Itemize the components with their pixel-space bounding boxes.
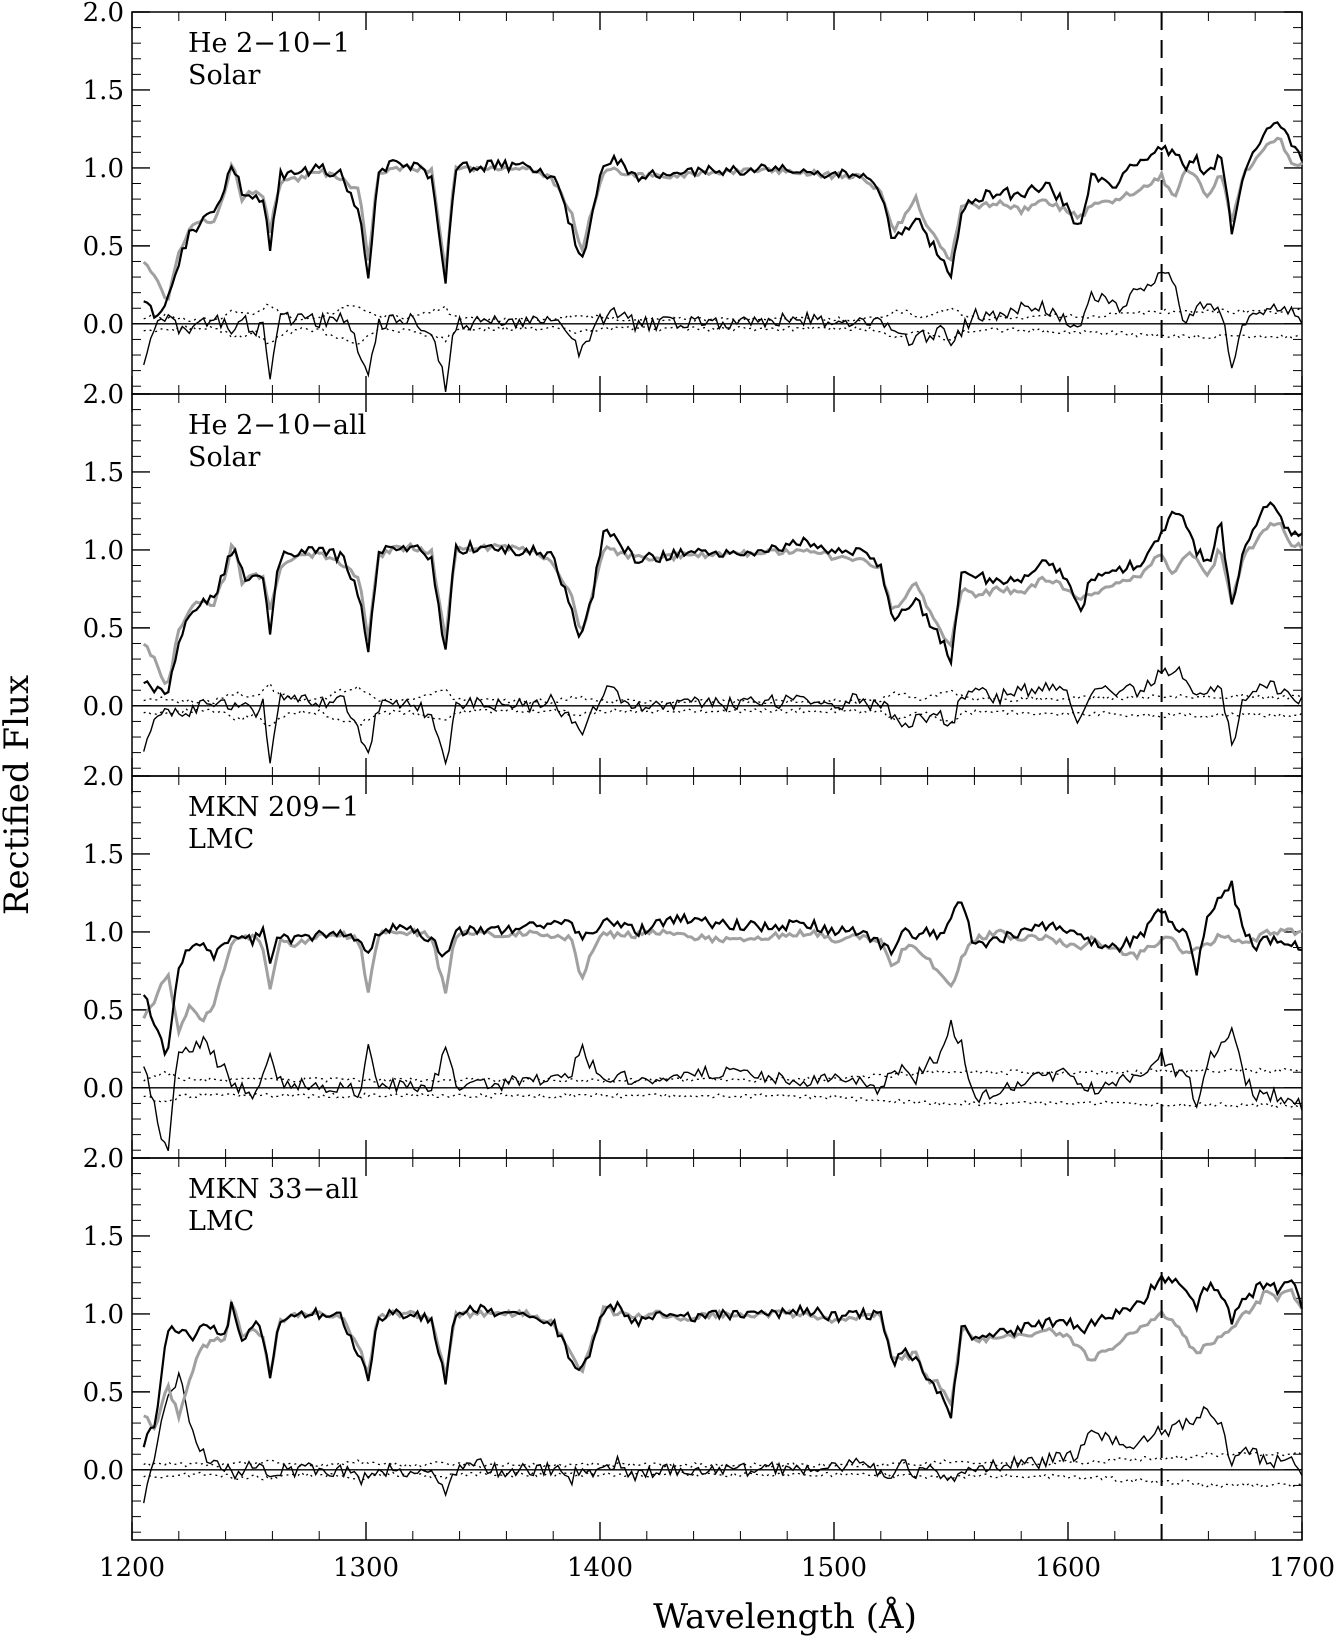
- residual-line: [143, 665, 1303, 767]
- panel-title: He 2−10−1: [188, 28, 350, 59]
- observed-spectrum-line: [142, 1273, 1304, 1448]
- panel-frame: [131, 1157, 1303, 1541]
- y-tick-label: 0.5: [83, 232, 124, 262]
- error-upper-line: [143, 1067, 1303, 1084]
- x-tick-label: 1200: [99, 1553, 165, 1583]
- y-tick-label: 0.0: [83, 692, 124, 722]
- y-tick-label: 2.0: [83, 762, 124, 792]
- error-lower-line: [143, 325, 1303, 345]
- y-tick-label: 1.5: [83, 458, 124, 488]
- model-spectrum-line: [142, 521, 1304, 686]
- y-tick-label: 0.5: [83, 614, 124, 644]
- panel-metallicity: LMC: [188, 1206, 254, 1237]
- x-tick-label: 1500: [801, 1553, 867, 1583]
- y-axis-title: Rectified Flux: [0, 675, 37, 915]
- residual-line: [143, 1019, 1303, 1152]
- residual-line: [143, 271, 1303, 392]
- y-tick-label: 0.5: [83, 1378, 124, 1408]
- error-upper-line: [143, 303, 1303, 323]
- y-tick-label: 0.5: [83, 996, 124, 1026]
- panel-title: MKN 33−all: [188, 1174, 358, 1205]
- error-upper-line: [143, 1451, 1303, 1469]
- error-lower-line: [143, 707, 1303, 727]
- y-tick-label: 0.0: [83, 1074, 124, 1104]
- error-lower-line: [143, 1471, 1303, 1489]
- observed-spectrum-line: [143, 121, 1304, 320]
- y-tick-label: 2.0: [83, 1144, 124, 1174]
- x-tick-label: 1700: [1269, 1553, 1335, 1583]
- model-spectrum-line: [142, 136, 1303, 301]
- y-tick-label: 2.0: [83, 380, 124, 410]
- x-tick-label: 1300: [333, 1553, 399, 1583]
- panel-metallicity: Solar: [188, 442, 260, 473]
- panel-metallicity: LMC: [188, 824, 254, 855]
- panel-title: MKN 209−1: [188, 792, 359, 823]
- panel-frame: [131, 775, 1303, 1159]
- y-tick-label: 1.0: [83, 154, 124, 184]
- y-tick-label: 0.0: [83, 310, 124, 340]
- error-upper-line: [143, 682, 1303, 705]
- panels-group: 0.00.51.01.52.0He 2−10−1Solar0.00.51.01.…: [83, 0, 1335, 1583]
- error-lower-line: [143, 1092, 1303, 1109]
- y-tick-label: 1.0: [83, 1300, 124, 1330]
- panel-frame: [131, 11, 1303, 395]
- y-tick-label: 1.0: [83, 536, 124, 566]
- x-tick-label: 1600: [1035, 1553, 1101, 1583]
- y-tick-label: 1.5: [83, 1222, 124, 1252]
- observed-spectrum-line: [143, 500, 1303, 696]
- x-tick-label: 1400: [567, 1553, 633, 1583]
- panel-title: He 2−10−all: [188, 410, 366, 441]
- observed-spectrum-line: [142, 880, 1303, 1058]
- y-tick-label: 1.5: [83, 76, 124, 106]
- residual-line: [143, 1370, 1303, 1504]
- model-spectrum-line: [143, 1287, 1304, 1432]
- x-axis-title: Wavelength (Å): [653, 1596, 917, 1637]
- panel-metallicity: Solar: [188, 60, 260, 91]
- y-tick-label: 1.0: [83, 918, 124, 948]
- y-tick-label: 2.0: [83, 0, 124, 28]
- y-tick-label: 1.5: [83, 840, 124, 870]
- y-tick-label: 0.0: [83, 1456, 124, 1486]
- panel-frame: [131, 393, 1303, 777]
